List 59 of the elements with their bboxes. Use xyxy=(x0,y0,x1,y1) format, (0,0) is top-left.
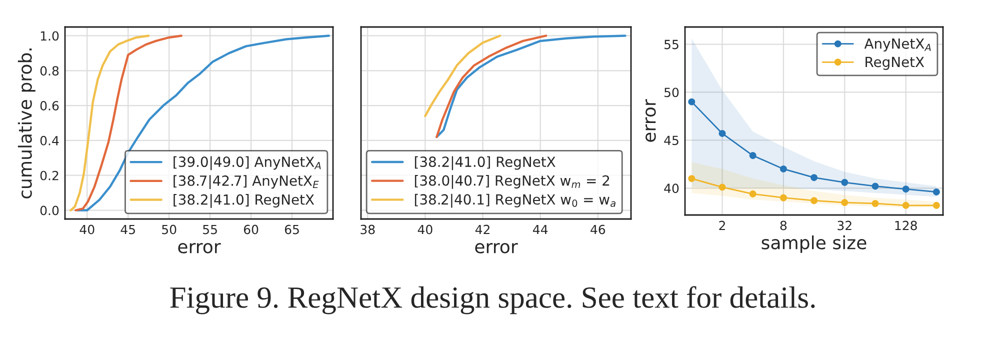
line-series xyxy=(70,34,150,212)
x-tick-label: 8 xyxy=(780,220,787,230)
point xyxy=(688,175,696,182)
x-tick-label: 40 xyxy=(418,224,432,234)
point xyxy=(932,202,940,209)
legend-label: AnyNetX$_{A}$ xyxy=(864,38,931,52)
y-tick-label: 0.0 xyxy=(40,206,59,216)
caption: Figure 9. RegNetX design space. See text for details. xyxy=(170,286,815,314)
legend-label: [38.2|40.1] RegNetX w$_{0}$ = w$_{a}$ xyxy=(414,194,616,208)
point xyxy=(810,174,818,182)
x-tick-label: 65 xyxy=(284,224,299,234)
point xyxy=(780,194,787,202)
x-tick-label: 32 xyxy=(838,220,852,230)
x-axis-title: sample size xyxy=(762,235,866,253)
x-tick-label: 55 xyxy=(203,224,217,234)
y-tick-label: 0.2 xyxy=(40,170,58,180)
y-tick-label: 0.6 xyxy=(40,101,59,110)
legend-label: [38.7|42.7] AnyNetX$_{E}$ xyxy=(174,175,319,189)
x-tick-label: 45 xyxy=(120,224,135,234)
point xyxy=(780,165,787,172)
y-tick-label: 50 xyxy=(664,88,679,98)
x-tick-label: 46 xyxy=(590,224,606,234)
point xyxy=(749,190,756,198)
point xyxy=(749,152,756,160)
point xyxy=(688,98,696,106)
legend-label: RegNetX xyxy=(866,56,924,70)
point xyxy=(810,197,818,204)
legend-label: [38.0|40.7] RegNetX w$_{m}$ = 2 xyxy=(414,174,610,189)
legend-label: [38.2|41.0] RegNetX xyxy=(414,156,556,170)
point xyxy=(932,188,940,196)
y-tick-label: 45 xyxy=(664,136,678,146)
x-tick-label: 38 xyxy=(360,224,375,234)
x-tick-label: 42 xyxy=(475,224,490,234)
x-axis-title: error xyxy=(475,243,518,254)
x-tick-label: 60 xyxy=(244,224,258,234)
point xyxy=(841,178,848,186)
x-tick-label: 128 xyxy=(895,220,917,230)
point xyxy=(902,202,910,209)
point xyxy=(841,199,848,206)
point xyxy=(718,184,726,191)
y-tick-label: 0.4 xyxy=(40,136,59,146)
y-axis-title: cumulative prob. xyxy=(18,48,36,198)
legend-label: [38.2|41.0] RegNetX xyxy=(174,194,314,208)
x-tick-label: 2 xyxy=(719,220,725,230)
x-tick-label: 44 xyxy=(532,224,548,234)
y-axis-title: error xyxy=(646,99,656,142)
legend-label: [39.0|49.0] AnyNetX$_{A}$ xyxy=(174,156,321,170)
point xyxy=(872,182,879,190)
point xyxy=(718,130,726,137)
x-tick-label: 50 xyxy=(162,224,176,234)
line-series xyxy=(76,34,330,212)
x-tick-label: 40 xyxy=(80,224,94,234)
y-tick-label: 1.0 xyxy=(40,31,59,41)
y-tick-label: 55 xyxy=(664,40,678,50)
x-axis-title: error xyxy=(178,243,221,254)
y-tick-label: 0.8 xyxy=(40,66,59,76)
point xyxy=(872,200,879,207)
point xyxy=(902,186,910,193)
y-tick-label: 40 xyxy=(664,184,679,194)
